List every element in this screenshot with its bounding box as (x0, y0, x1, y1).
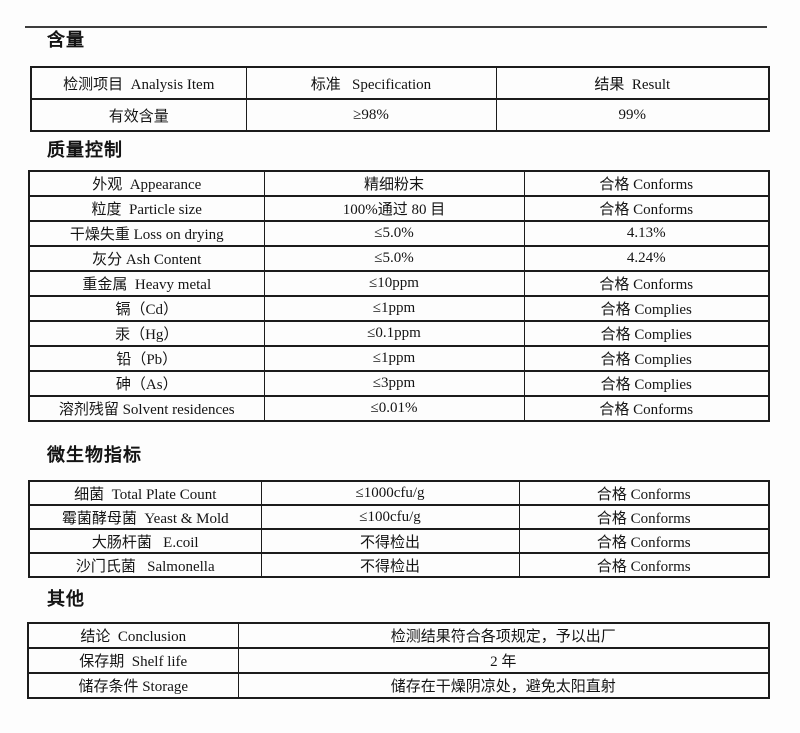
header-result: 结果 Result (495, 66, 770, 100)
cell-spec: ≤5.0% (263, 220, 525, 247)
table-header-row: 检测项目 Analysis Item 标准 Specification 结果 R… (30, 66, 770, 100)
cell-result: 4.24% (523, 245, 770, 272)
cell-item: 灰分 Ash Content (28, 245, 265, 272)
cell-spec: ≤0.01% (263, 395, 525, 422)
cell-result: 合格 Conforms (523, 395, 770, 422)
cell-item: 镉（Cd） (28, 295, 265, 322)
cell-spec: ≤100cfu/g (260, 504, 520, 530)
cell-item: 重金属 Heavy metal (28, 270, 265, 297)
table-row: 有效含量 ≥98% 99% (30, 98, 770, 132)
section-heading-microbiological: 微生物指标 (47, 445, 142, 465)
cell-result: 合格 Complies (523, 320, 770, 347)
cell-item: 霉菌酵母菌 Yeast & Mold (28, 504, 262, 530)
cell-spec: ≤1ppm (263, 295, 525, 322)
section-heading-content: 含量 (47, 30, 85, 50)
table-row: 外观 Appearance 精细粉末 合格 Conforms (28, 170, 770, 197)
table-row: 溶剂残留 Solvent residences ≤0.01% 合格 Confor… (28, 395, 770, 422)
cell-spec: 精细粉末 (263, 170, 525, 197)
cell-item: 溶剂残留 Solvent residences (28, 395, 265, 422)
cell-item: 结论 Conclusion (27, 622, 239, 649)
cell-spec: ≥98% (245, 98, 497, 132)
table-row: 细菌 Total Plate Count ≤1000cfu/g 合格 Confo… (28, 480, 770, 506)
cell-item: 沙门氏菌 Salmonella (28, 552, 262, 578)
content-table: 检测项目 Analysis Item 标准 Specification 结果 R… (30, 66, 770, 132)
table-row: 保存期 Shelf life 2 年 (27, 647, 770, 674)
table-row: 储存条件 Storage 储存在干燥阴凉处，避免太阳直射 (27, 672, 770, 699)
table-row: 镉（Cd） ≤1ppm 合格 Complies (28, 295, 770, 322)
table-row: 霉菌酵母菌 Yeast & Mold ≤100cfu/g 合格 Conforms (28, 504, 770, 530)
cell-value: 储存在干燥阴凉处，避免太阳直射 (237, 672, 770, 699)
cell-item: 铅（Pb） (28, 345, 265, 372)
cell-value: 检测结果符合各项规定，予以出厂 (237, 622, 770, 649)
cell-spec: ≤1000cfu/g (260, 480, 520, 506)
table-row: 汞（Hg） ≤0.1ppm 合格 Complies (28, 320, 770, 347)
table-row: 沙门氏菌 Salmonella 不得检出 合格 Conforms (28, 552, 770, 578)
cell-item: 保存期 Shelf life (27, 647, 239, 674)
table-row: 铅（Pb） ≤1ppm 合格 Complies (28, 345, 770, 372)
cell-result: 合格 Complies (523, 345, 770, 372)
cell-item: 有效含量 (30, 98, 247, 132)
cell-item: 干燥失重 Loss on drying (28, 220, 265, 247)
cell-item: 粒度 Particle size (28, 195, 265, 222)
top-divider-rule (25, 26, 767, 28)
cell-result: 合格 Conforms (523, 270, 770, 297)
cell-result: 合格 Conforms (518, 480, 770, 506)
quality-control-table: 外观 Appearance 精细粉末 合格 Conforms 粒度 Partic… (28, 170, 770, 422)
cell-spec: ≤5.0% (263, 245, 525, 272)
table-row: 干燥失重 Loss on drying ≤5.0% 4.13% (28, 220, 770, 247)
cell-item: 外观 Appearance (28, 170, 265, 197)
cell-result: 99% (495, 98, 770, 132)
cell-result: 4.13% (523, 220, 770, 247)
cell-spec: ≤0.1ppm (263, 320, 525, 347)
microbiological-table: 细菌 Total Plate Count ≤1000cfu/g 合格 Confo… (28, 480, 770, 578)
table-row: 砷（As） ≤3ppm 合格 Complies (28, 370, 770, 397)
section-heading-quality: 质量控制 (47, 140, 123, 160)
table-row: 重金属 Heavy metal ≤10ppm 合格 Conforms (28, 270, 770, 297)
cell-result: 合格 Conforms (523, 170, 770, 197)
header-analysis-item: 检测项目 Analysis Item (30, 66, 247, 100)
cell-item: 汞（Hg） (28, 320, 265, 347)
cell-result: 合格 Conforms (518, 552, 770, 578)
cell-result: 合格 Conforms (523, 195, 770, 222)
other-info-table: 结论 Conclusion 检测结果符合各项规定，予以出厂 保存期 Shelf … (27, 622, 770, 699)
cell-item: 砷（As） (28, 370, 265, 397)
cell-item: 储存条件 Storage (27, 672, 239, 699)
header-specification: 标准 Specification (245, 66, 497, 100)
table-row: 灰分 Ash Content ≤5.0% 4.24% (28, 245, 770, 272)
cell-spec: 不得检出 (260, 552, 520, 578)
cell-result: 合格 Complies (523, 370, 770, 397)
table-row: 结论 Conclusion 检测结果符合各项规定，予以出厂 (27, 622, 770, 649)
cell-item: 大肠杆菌 E.coil (28, 528, 262, 554)
table-row: 大肠杆菌 E.coil 不得检出 合格 Conforms (28, 528, 770, 554)
cell-result: 合格 Conforms (518, 528, 770, 554)
cell-spec: ≤10ppm (263, 270, 525, 297)
section-heading-other: 其他 (47, 589, 85, 609)
table-row: 粒度 Particle size 100%通过 80 目 合格 Conforms (28, 195, 770, 222)
cell-spec: 100%通过 80 目 (263, 195, 525, 222)
cell-value: 2 年 (237, 647, 770, 674)
cell-spec: 不得检出 (260, 528, 520, 554)
cell-item: 细菌 Total Plate Count (28, 480, 262, 506)
cell-result: 合格 Complies (523, 295, 770, 322)
cell-spec: ≤3ppm (263, 370, 525, 397)
cell-result: 合格 Conforms (518, 504, 770, 530)
cell-spec: ≤1ppm (263, 345, 525, 372)
